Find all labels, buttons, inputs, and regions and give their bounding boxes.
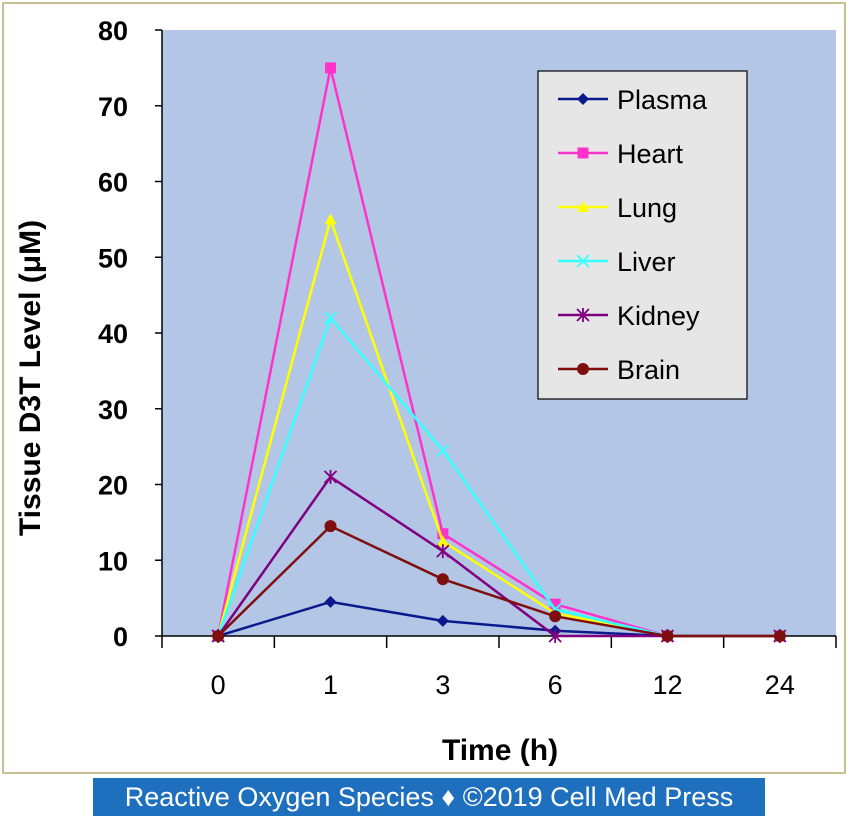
data-point-liver [323, 311, 338, 325]
legend-label-kidney: Kidney [617, 301, 700, 331]
y-tick-label: 0 [113, 622, 128, 652]
x-axis-title: Time (h) [442, 734, 558, 767]
legend-marker-plasma [577, 93, 589, 105]
legend-marker-kidney [576, 308, 590, 322]
x-tick-label: 12 [652, 670, 682, 700]
data-point-heart [437, 528, 449, 540]
line-chart: 0 10 20 30 40 50 60 70 80 0 1 3 6 12 24 Time (h) Tissue … [14, 16, 837, 767]
y-tick-label: 30 [98, 395, 128, 425]
y-tick-label: 60 [98, 168, 128, 198]
legend-label-heart: Heart [617, 139, 684, 169]
data-point-brain [324, 520, 337, 533]
x-tick-label: 1 [323, 670, 338, 700]
legend-label-plasma: Plasma [617, 85, 708, 115]
data-point-kidney [323, 469, 338, 484]
y-tick-label: 50 [98, 243, 128, 273]
legend-item-kidney: Kidney [558, 301, 700, 331]
series-brain [212, 520, 786, 642]
data-point-brain [549, 610, 562, 623]
legend-marker-brain [577, 363, 589, 375]
data-point-lung [324, 213, 337, 225]
legend-label-brain: Brain [617, 355, 680, 385]
legend-item-brain: Brain [558, 355, 680, 385]
x-tick-label: 24 [765, 670, 795, 700]
data-point-brain [661, 630, 674, 642]
legend-marker-lung [577, 201, 589, 212]
data-point-brain [212, 630, 225, 642]
y-tick-label: 20 [98, 471, 128, 501]
legend-item-plasma: Plasma [558, 85, 708, 115]
data-point-kidney [548, 629, 562, 643]
legend-box [537, 70, 748, 400]
x-tick-label: 6 [548, 670, 563, 700]
legend-item-lung: Lung [558, 193, 677, 223]
legend-label-liver: Liver [617, 247, 676, 277]
y-tick-label: 40 [98, 319, 128, 349]
data-point-plasma [324, 595, 337, 608]
legend-marker-liver [576, 254, 590, 268]
y-tick-label: 80 [98, 16, 128, 46]
data-point-brain [773, 630, 786, 642]
y-axis-title: Tissue D3T Level (μM) [14, 220, 47, 536]
data-point-plasma [436, 614, 449, 627]
data-point-brain [436, 573, 449, 586]
copyright-footer: Reactive Oxygen Species ♦ ©2019 Cell Med… [93, 778, 765, 816]
legend-item-heart: Heart [558, 139, 684, 169]
legend-label-lung: Lung [617, 193, 677, 223]
y-tick-label: 70 [98, 92, 128, 122]
x-tick-label: 3 [435, 670, 450, 700]
data-point-liver [436, 443, 450, 458]
x-tick-label: 0 [211, 670, 226, 700]
y-tick-label: 10 [98, 546, 128, 576]
data-point-heart [325, 62, 336, 74]
data-point-heart [549, 598, 561, 610]
data-point-kidney [436, 544, 450, 559]
legend-item-liver: Liver [558, 247, 676, 277]
data-point-lung [436, 535, 449, 547]
series-line-brain [217, 524, 780, 638]
legend-marker-heart [577, 147, 589, 159]
